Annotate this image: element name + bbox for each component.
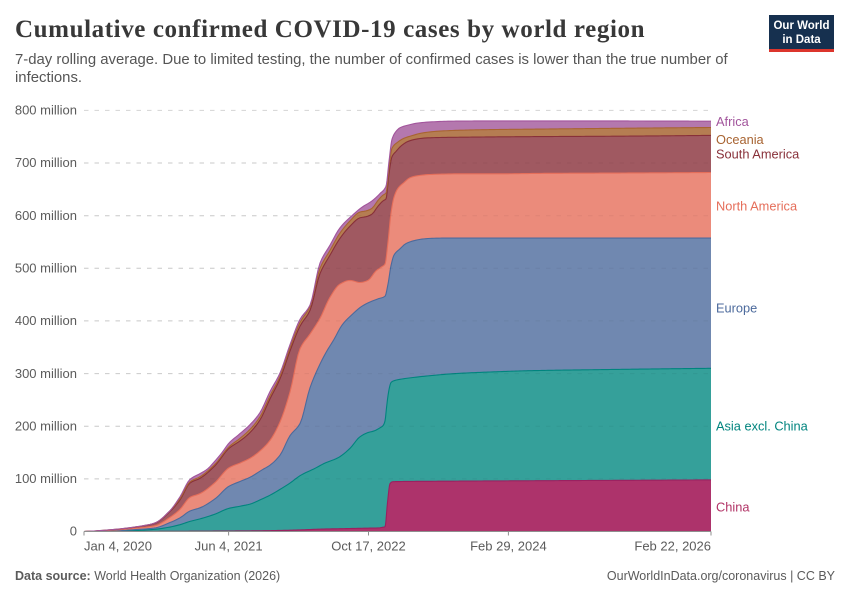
svg-text:South America: South America [716, 146, 800, 161]
svg-text:Jan 4, 2020: Jan 4, 2020 [84, 539, 152, 554]
svg-text:Africa: Africa [716, 114, 750, 129]
svg-text:700 million: 700 million [15, 155, 77, 170]
svg-text:800 million: 800 million [15, 103, 77, 118]
svg-text:China: China [716, 500, 750, 515]
svg-text:Jun 4, 2021: Jun 4, 2021 [195, 539, 263, 554]
svg-text:Feb 22, 2026: Feb 22, 2026 [634, 539, 711, 554]
svg-text:400 million: 400 million [15, 313, 77, 328]
svg-text:200 million: 200 million [15, 418, 77, 433]
svg-text:100 million: 100 million [15, 471, 77, 486]
svg-text:500 million: 500 million [15, 261, 77, 276]
svg-text:0: 0 [70, 524, 77, 539]
svg-text:Europe: Europe [716, 300, 757, 315]
svg-text:600 million: 600 million [15, 208, 77, 223]
svg-text:Feb 29, 2024: Feb 29, 2024 [470, 539, 547, 554]
svg-text:Oceania: Oceania [716, 132, 765, 147]
svg-text:Oct 17, 2022: Oct 17, 2022 [331, 539, 405, 554]
svg-text:North America: North America [716, 199, 798, 214]
svg-text:Asia excl. China: Asia excl. China [716, 419, 809, 434]
svg-text:300 million: 300 million [15, 366, 77, 381]
